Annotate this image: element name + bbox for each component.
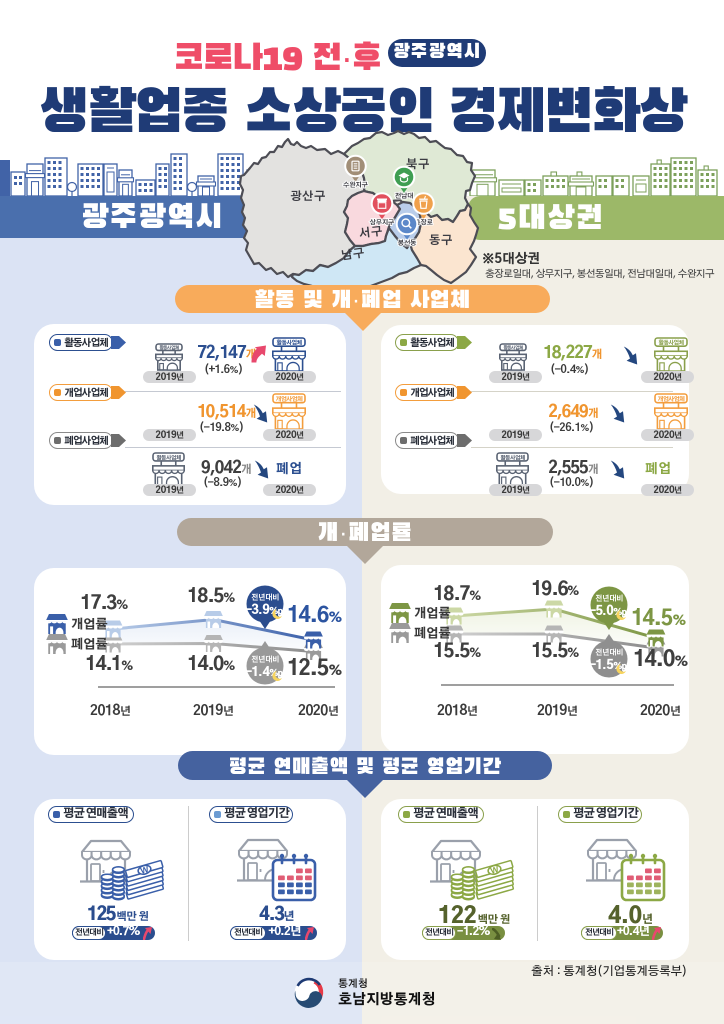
svg-text:2018년: 2018년: [90, 703, 130, 718]
svg-text:충장로: 충장로: [414, 219, 433, 227]
svg-text:활동사업체: 활동사업체: [276, 339, 301, 347]
svg-text:W: W: [140, 865, 151, 876]
svg-text:18.5%: 18.5%: [188, 586, 236, 606]
svg-text:봉선동: 봉선동: [398, 239, 417, 247]
svg-text:W: W: [490, 865, 501, 876]
svg-text:전년대비: 전년대비: [595, 648, 623, 657]
svg-text:개업률: 개업률: [71, 618, 107, 632]
svg-text:남구: 남구: [340, 246, 365, 262]
svg-text:14.5%: 14.5%: [631, 608, 686, 630]
svg-text:활동사업체: 활동사업체: [658, 339, 683, 347]
svg-text:전년대비: 전년대비: [251, 655, 279, 664]
svg-text:서구: 서구: [358, 225, 383, 240]
svg-text:19.6%: 19.6%: [532, 579, 580, 599]
svg-text:2020년: 2020년: [298, 703, 338, 718]
svg-text:활동사업체: 활동사업체: [156, 453, 181, 461]
svg-text:활동사업체: 활동사업체: [503, 344, 523, 350]
svg-text:개업률: 개업률: [414, 607, 450, 621]
svg-text:활동사업체: 활동사업체: [500, 453, 525, 461]
svg-text:12.5%: 12.5%: [287, 658, 342, 680]
svg-text:14.0%: 14.0%: [633, 648, 688, 671]
svg-text:2019년: 2019년: [537, 703, 577, 718]
svg-text:개업사업체: 개업사업체: [657, 396, 684, 403]
svg-text:상무지구: 상무지구: [370, 219, 395, 227]
svg-text:2020년: 2020년: [640, 703, 680, 718]
svg-text:17.3%: 17.3%: [81, 593, 129, 613]
svg-text:14.6%: 14.6%: [287, 605, 342, 627]
svg-text:전년대비: 전년대비: [251, 593, 279, 602]
svg-text:전남대: 전남대: [395, 192, 414, 200]
svg-text:전년대비: 전년대비: [595, 594, 623, 603]
svg-text:18.7%: 18.7%: [434, 584, 482, 604]
svg-text:활동사업체: 활동사업체: [159, 344, 179, 350]
svg-text:14.1%: 14.1%: [86, 655, 134, 674]
svg-text:북구: 북구: [406, 158, 430, 171]
svg-text:폐업률: 폐업률: [71, 638, 107, 652]
svg-text:수완지구: 수완지구: [343, 181, 368, 189]
svg-text:폐업률: 폐업률: [414, 627, 450, 641]
svg-text:14.0%: 14.0%: [188, 654, 236, 674]
svg-text:15.5%: 15.5%: [532, 642, 580, 661]
svg-text:2019년: 2019년: [193, 703, 233, 718]
svg-text:15.5%: 15.5%: [434, 642, 482, 661]
svg-text:광산구: 광산구: [290, 190, 326, 203]
svg-text:2018년: 2018년: [437, 703, 477, 718]
svg-text:개업사업체: 개업사업체: [275, 396, 302, 403]
svg-text:동구: 동구: [429, 234, 453, 247]
